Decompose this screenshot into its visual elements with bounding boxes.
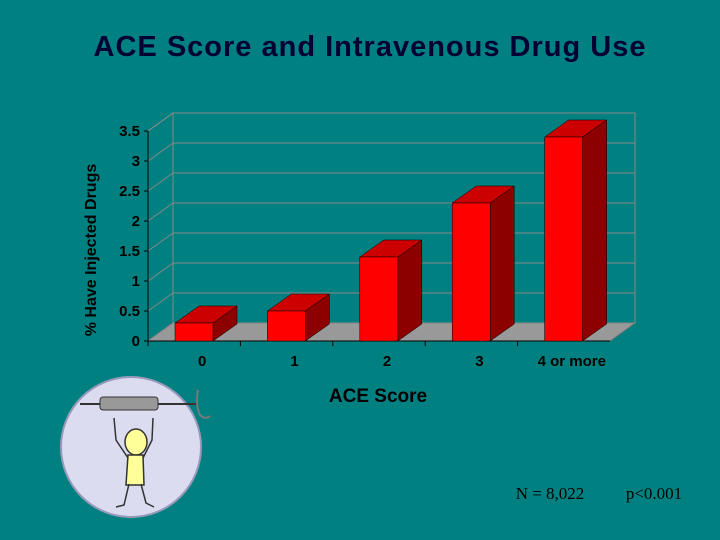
y-tick-label: 0 — [132, 333, 140, 350]
y-tick-label: 3 — [132, 153, 140, 170]
y-tick-label: 1.5 — [119, 243, 140, 260]
grid-line — [147, 292, 174, 312]
bar-front — [451, 202, 491, 342]
grid-line — [147, 172, 174, 192]
figure — [113, 417, 155, 508]
syringe-plunger — [195, 389, 211, 419]
y-axis-label: % Have Injected Drugs — [83, 164, 100, 337]
bar-front — [174, 322, 214, 342]
bar-side — [582, 119, 607, 342]
y-tick-label: 1 — [132, 273, 140, 290]
x-tick-label: 3 — [475, 353, 483, 370]
x-tick-label: 2 — [383, 353, 391, 370]
annotation: p<0.001 — [626, 484, 682, 503]
grid-line — [147, 112, 174, 132]
illustration — [60, 376, 211, 518]
annotation: N = 8,022 — [516, 484, 585, 503]
chart-title: ACE Score and Intravenous Drug Use — [94, 31, 647, 63]
bar-front — [359, 256, 399, 342]
bar — [451, 185, 515, 342]
bar-front — [267, 310, 306, 342]
bar — [266, 293, 331, 342]
grid-line — [147, 142, 174, 162]
x-axis-label: ACE Score — [329, 386, 427, 407]
grid-line — [147, 202, 174, 222]
bar — [174, 305, 238, 342]
x-tick-label: 4 or more — [538, 353, 606, 370]
grid-line — [147, 322, 174, 342]
y-tick-label: 2.5 — [119, 183, 140, 200]
y-tick-label: 0.5 — [119, 303, 140, 320]
grid-line — [147, 232, 174, 252]
bar-side — [489, 185, 515, 342]
side-wall — [147, 112, 174, 342]
syringe-body — [99, 396, 159, 411]
y-tick-label: 3.5 — [119, 123, 140, 140]
x-tick-label: 1 — [290, 353, 298, 370]
bar-side — [397, 239, 423, 342]
y-tick-label: 2 — [132, 213, 140, 230]
bar — [543, 119, 608, 342]
grid-line — [147, 262, 174, 282]
bar — [359, 239, 423, 342]
x-tick-label: 0 — [198, 353, 206, 370]
bar-front — [544, 136, 583, 342]
